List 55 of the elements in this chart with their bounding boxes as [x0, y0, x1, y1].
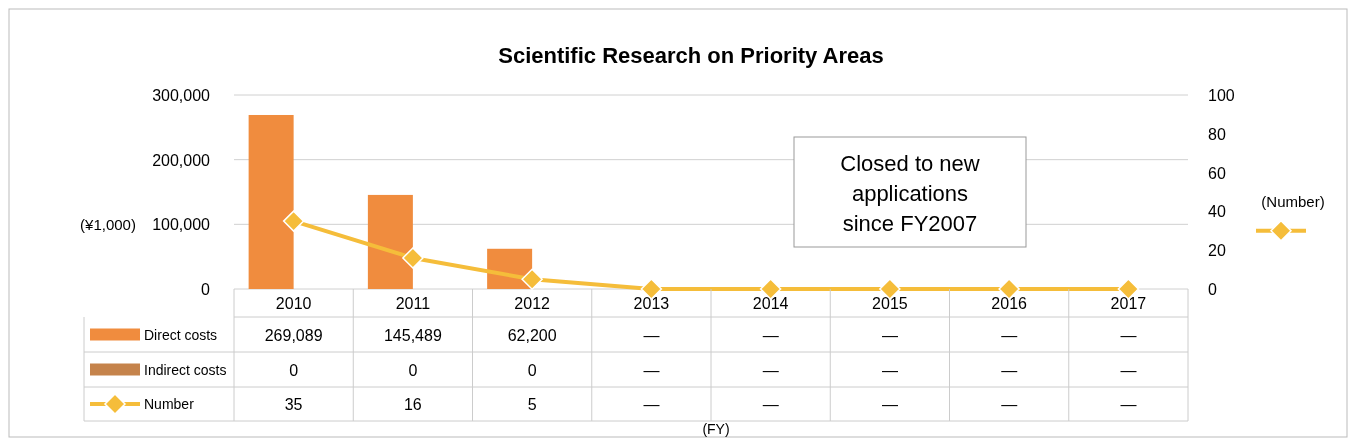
text: — [881, 361, 898, 379]
data-label: 35 [284, 396, 303, 413]
text: — [881, 326, 898, 344]
text: — [762, 361, 779, 379]
x-tick-label: 2015 [872, 295, 908, 312]
y-tick-label: 100,000 [152, 216, 211, 234]
text: — [643, 326, 660, 344]
data-label: 16 [403, 396, 422, 413]
data-label: — [762, 396, 779, 413]
data-label: — [1120, 396, 1137, 413]
point [402, 247, 424, 269]
y2-tick-label: 40 [1208, 203, 1226, 221]
y-tick-label: 0 [201, 281, 211, 298]
data-label: 0 [289, 361, 299, 379]
text: — [643, 361, 660, 379]
data-label: 269,089 [264, 326, 323, 344]
data-label: 62,200 [507, 326, 557, 344]
x-tick-label: 2013 [633, 295, 670, 312]
legend-label: Indirect costs [144, 361, 227, 378]
x-tick-label: 2014 [752, 295, 789, 312]
x-tick-label: 2011 [395, 295, 431, 312]
x-tick-label: 2012 [514, 295, 551, 312]
y-tick-label: 200,000 [152, 151, 211, 169]
point [521, 268, 543, 291]
chart-title: Scientific Research on Priority Areas [498, 43, 884, 68]
y2-tick-label: 20 [1208, 242, 1226, 260]
text: (FY) [702, 421, 730, 437]
y2-tick-label: 60 [1208, 164, 1226, 182]
text: — [762, 326, 779, 344]
data-label: 5 [527, 396, 537, 413]
y2-axis-title: (Number) [1261, 192, 1325, 210]
legend-label: Direct costs [144, 326, 218, 343]
legend-label: Number [144, 396, 195, 412]
data-label: — [643, 396, 660, 413]
data-label: 0 [527, 361, 537, 379]
data-label: 145,489 [383, 326, 442, 344]
text: — [1001, 326, 1018, 344]
y2-tick-label: 80 [1208, 125, 1226, 143]
data-label: 0 [408, 361, 418, 379]
text: — [1120, 361, 1137, 379]
point [282, 210, 305, 232]
x-tick-label: 2017 [1110, 295, 1147, 312]
annotation: Closed to new applications since FY2007 [840, 151, 980, 236]
bar [248, 114, 294, 289]
bar [367, 194, 413, 289]
y-tick-label: 300,000 [152, 87, 211, 104]
y2-tick-label: 0 [1208, 281, 1217, 298]
text: — [1001, 361, 1018, 379]
y-axis-title: (¥1,000) [80, 216, 136, 233]
x-tick-label: 2016 [991, 295, 1028, 312]
data-label: — [1001, 396, 1018, 413]
data-label: — [881, 396, 898, 413]
text: — [1120, 326, 1137, 344]
y2-tick-label: 100 [1208, 87, 1235, 104]
x-tick-label: 2010 [275, 295, 312, 312]
